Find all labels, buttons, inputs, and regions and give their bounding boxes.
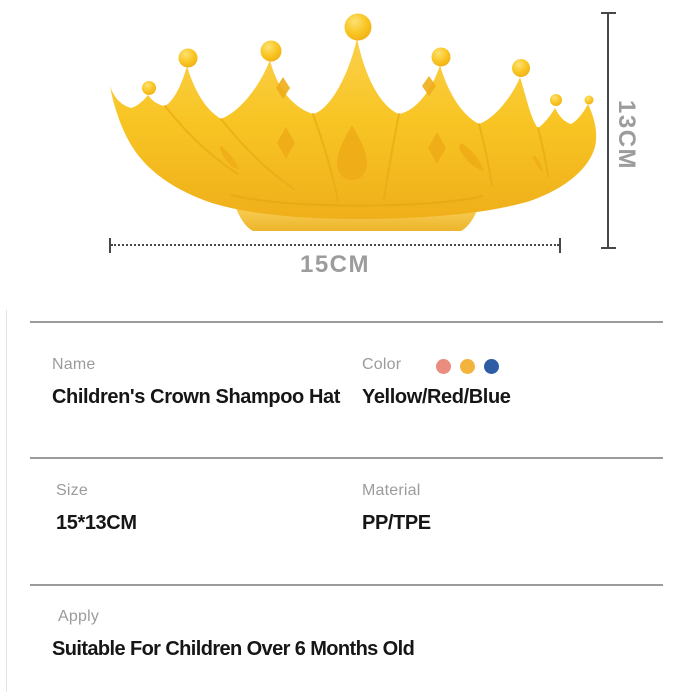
page-edge-line (6, 310, 7, 692)
name-value: Children's Crown Shampoo Hat (52, 386, 341, 408)
spec-table: Name Children's Crown Shampoo Hat Color … (0, 300, 700, 700)
dimension-end-cap (601, 247, 616, 249)
product-image-section: 15CM 13CM (0, 0, 700, 300)
color-value: Yellow/Red/Blue (362, 386, 511, 408)
crown-tip-balls (142, 13, 594, 106)
dimension-end-cap (559, 238, 561, 253)
apply-value: Suitable For Children Over 6 Months Old (52, 638, 415, 660)
color-label: Color (362, 356, 402, 373)
color-swatches (436, 359, 499, 374)
size-value: 15*13CM (56, 512, 137, 534)
material-label: Material (362, 482, 421, 499)
size-label: Size (56, 482, 88, 499)
crown-product-image (110, 13, 597, 231)
width-dimension-line (109, 238, 561, 253)
color-swatch-yellow (460, 359, 475, 374)
crown-jewel-decorations (220, 76, 543, 180)
color-swatch-red (436, 359, 451, 374)
row-divider (30, 321, 663, 323)
row-divider (30, 584, 663, 586)
name-label: Name (52, 356, 96, 373)
dimension-end-cap (109, 238, 111, 253)
apply-label: Apply (58, 608, 100, 625)
height-dimension-label: 13CM (613, 100, 640, 171)
color-swatch-blue (484, 359, 499, 374)
width-dimension-label: 15CM (299, 251, 371, 278)
height-dimension-line (601, 12, 616, 249)
row-divider (30, 457, 663, 459)
dimension-end-cap (601, 12, 616, 14)
material-value: PP/TPE (362, 512, 431, 534)
crown-base-crease (230, 194, 484, 207)
crown-ridge-lines (164, 105, 549, 202)
